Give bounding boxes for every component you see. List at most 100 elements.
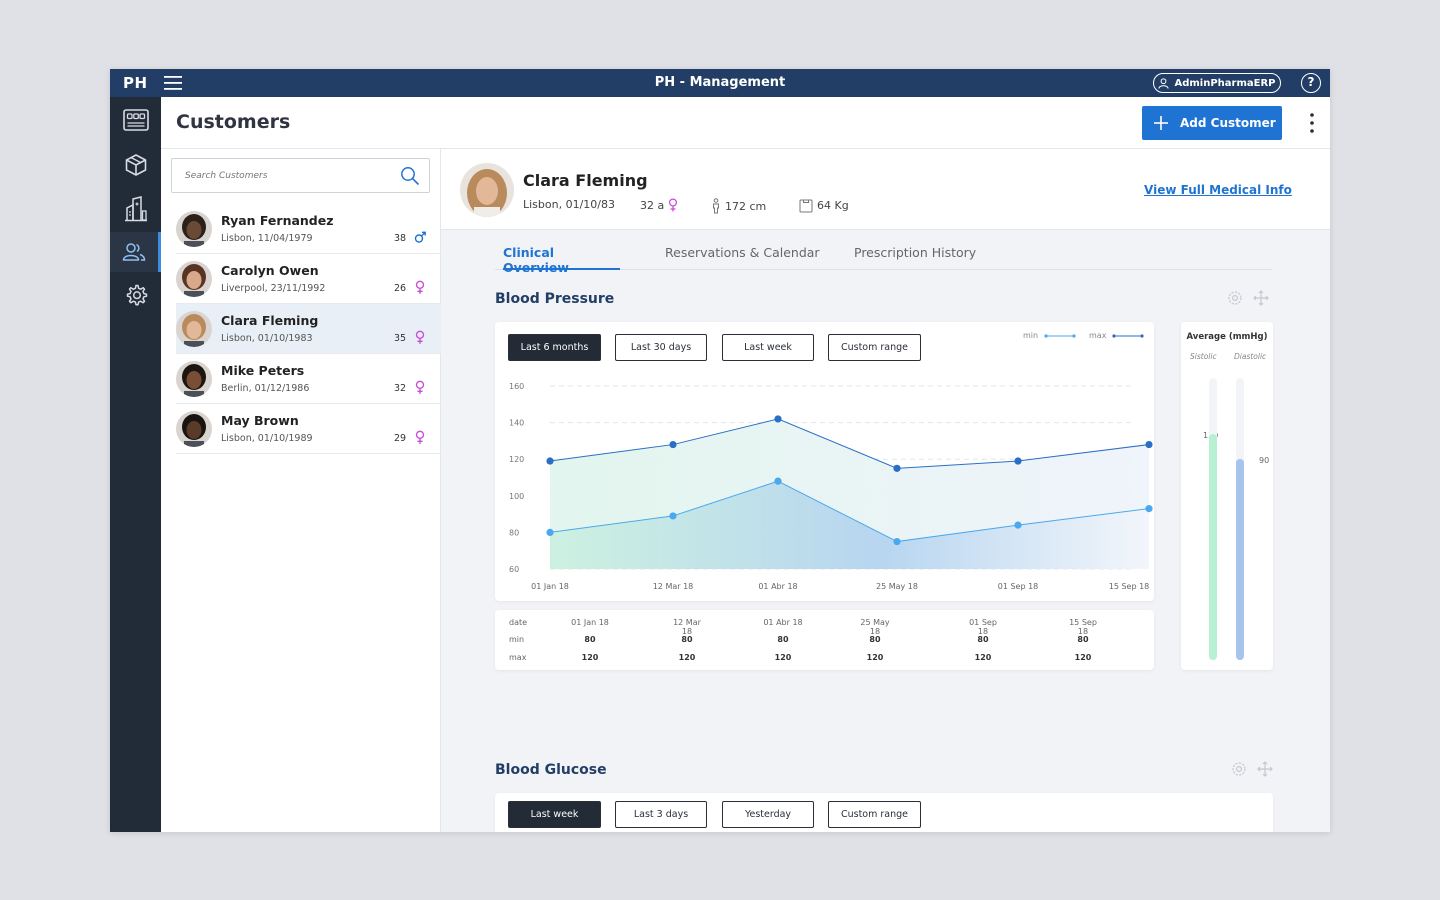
move-icon[interactable] (1253, 290, 1269, 306)
average-title: Average (mmHg) (1186, 332, 1268, 342)
customer-list-item[interactable]: Clara Fleming Lisbon, 01/10/1983 35 (176, 304, 441, 354)
nav-settings[interactable] (110, 275, 161, 315)
max-data-point (1014, 457, 1022, 465)
tab-prescription-history[interactable]: Prescription History (854, 245, 977, 260)
customer-list-item[interactable]: May Brown Lisbon, 01/10/1989 29 (176, 404, 441, 454)
table-cell: 15 Sep 18 (1069, 618, 1097, 636)
blood-pressure-chart-card: Last 6 months Last 30 days Last week Cus… (495, 322, 1154, 601)
customer-location-dob: Liverpool, 23/11/1992 (221, 283, 326, 294)
y-tick-label: 160 (509, 382, 524, 391)
dashboard-icon (122, 109, 149, 131)
customer-age: 35 (394, 333, 407, 344)
gear-icon (126, 284, 147, 306)
max-data-point (669, 440, 677, 449)
top-bar: PH PH - Management AdminPharmaERP ? (110, 69, 1330, 97)
search-input[interactable] (172, 159, 392, 192)
customer-age: 38 (394, 233, 407, 244)
nav-pharmacy[interactable] (110, 189, 161, 229)
move-icon[interactable] (1257, 761, 1273, 777)
range-last-6-months-button[interactable]: Last 6 months (508, 334, 601, 361)
profile-name: Clara Fleming (523, 171, 648, 190)
users-icon (122, 243, 146, 261)
table-cell: 80 (584, 635, 596, 644)
max-data-point (893, 464, 901, 472)
max-data-point (1145, 440, 1153, 449)
hamburger-menu-icon[interactable] (164, 76, 182, 90)
add-customer-button[interactable]: Add Customer (1142, 106, 1282, 140)
tab-reservations-calendar[interactable]: Reservations & Calendar (665, 245, 820, 260)
blood-pressure-chart: 60 80 100 120 140 160 01 Jan 18 12 Mar 18 01 Abr… (509, 382, 1153, 591)
blood-pressure-table-card: date min max 01 Jan 18 12 Mar 18 01 Abr 18 25 … (495, 610, 1154, 670)
range-last-3-days-button[interactable]: Last 3 days (615, 801, 707, 828)
table-cell: 01 Abr 18 (763, 618, 803, 627)
table-cell: 80 (869, 635, 881, 644)
customer-name: Mike Peters (221, 363, 305, 378)
settings-icon[interactable] (1231, 761, 1247, 777)
profile-location-text: Lisbon, 01/10/83 (523, 198, 615, 211)
range-last-30-days-button[interactable]: Last 30 days (615, 334, 707, 361)
customer-avatar (176, 361, 212, 397)
search-box[interactable] (171, 158, 430, 193)
customer-location-dob: Berlin, 01/12/1986 (221, 383, 310, 394)
female-icon (415, 380, 425, 394)
app-window: PH PH - Management AdminPharmaERP ? (110, 69, 1330, 832)
min-data-point (774, 477, 782, 485)
max-data-point (774, 415, 782, 423)
customer-list-item[interactable]: Ryan Fernandez Lisbon, 11/04/1979 38 (176, 204, 441, 254)
max-data-point (546, 457, 554, 465)
nav-products[interactable] (110, 145, 161, 185)
range-last-week-button[interactable]: Last week (508, 801, 601, 828)
min-data-point (546, 528, 554, 536)
x-tick-label: 25 May 18 (876, 582, 918, 591)
customer-list-item[interactable]: Mike Peters Berlin, 01/12/1986 32 (176, 354, 441, 404)
range-custom-button[interactable]: Custom range (828, 334, 921, 361)
female-icon (415, 280, 425, 294)
table-row-label: min (509, 635, 525, 644)
range-last-week-button[interactable]: Last week (722, 334, 814, 361)
nav-dashboard[interactable] (110, 100, 161, 140)
detail-tabs: Clinical Overview Reservations & Calenda… (495, 245, 1272, 275)
min-data-point (893, 537, 901, 546)
table-cell: 120 (974, 653, 992, 662)
diastolic-bar (1236, 459, 1244, 660)
table-cell: 120 (678, 653, 696, 662)
search-icon[interactable] (400, 166, 420, 186)
more-options-icon[interactable] (1306, 111, 1318, 135)
profile-age: 32 a (640, 198, 678, 212)
profile-location: Lisbon, 01/10/83 (523, 198, 615, 211)
nav-rail (110, 97, 161, 832)
customer-list-item[interactable]: Carolyn Owen Liverpool, 23/11/1992 26 (176, 254, 441, 304)
x-tick-label: 12 Mar 18 (653, 582, 694, 591)
legend-max: max (1089, 331, 1145, 340)
customer-avatar (176, 211, 212, 247)
min-data-point (1014, 521, 1022, 529)
customer-age: 26 (394, 283, 407, 294)
profile-header: Clara Fleming Lisbon, 01/10/83 32 a 172 … (441, 149, 1330, 230)
systolic-bar (1209, 434, 1217, 660)
page-header: Customers Add Customer (161, 97, 1330, 149)
nav-customers[interactable] (110, 232, 161, 272)
table-cell: 01 Jan 18 (571, 618, 609, 627)
pharmacy-building-icon (124, 196, 147, 222)
male-icon (414, 231, 426, 243)
female-icon (415, 330, 425, 344)
legend-min-label: min (1023, 331, 1039, 340)
female-icon (669, 198, 678, 212)
view-medical-info-link[interactable]: View Full Medical Info (1144, 183, 1292, 197)
range-custom-button[interactable]: Custom range (828, 801, 921, 828)
add-customer-label: Add Customer (1180, 116, 1276, 130)
settings-icon[interactable] (1227, 290, 1243, 306)
profile-age-text: 32 a (640, 198, 665, 212)
help-button[interactable]: ? (1301, 73, 1321, 93)
average-card: Average (mmHg) Sistolic Diastolic 130 90 (1181, 322, 1273, 670)
tab-clinical-overview[interactable]: Clinical Overview (503, 245, 620, 275)
scale-icon (799, 199, 813, 213)
customer-location-dob: Lisbon, 01/10/1989 (221, 433, 313, 444)
range-yesterday-button[interactable]: Yesterday (722, 801, 814, 828)
x-tick-label: 01 Sep 18 (998, 582, 1039, 591)
blood-pressure-tools (1227, 290, 1269, 306)
user-account-button[interactable]: AdminPharmaERP (1153, 73, 1281, 93)
table-row-label: max (509, 653, 527, 662)
blood-glucose-chart-card: Last week Last 3 days Yesterday Custom r… (495, 793, 1273, 832)
